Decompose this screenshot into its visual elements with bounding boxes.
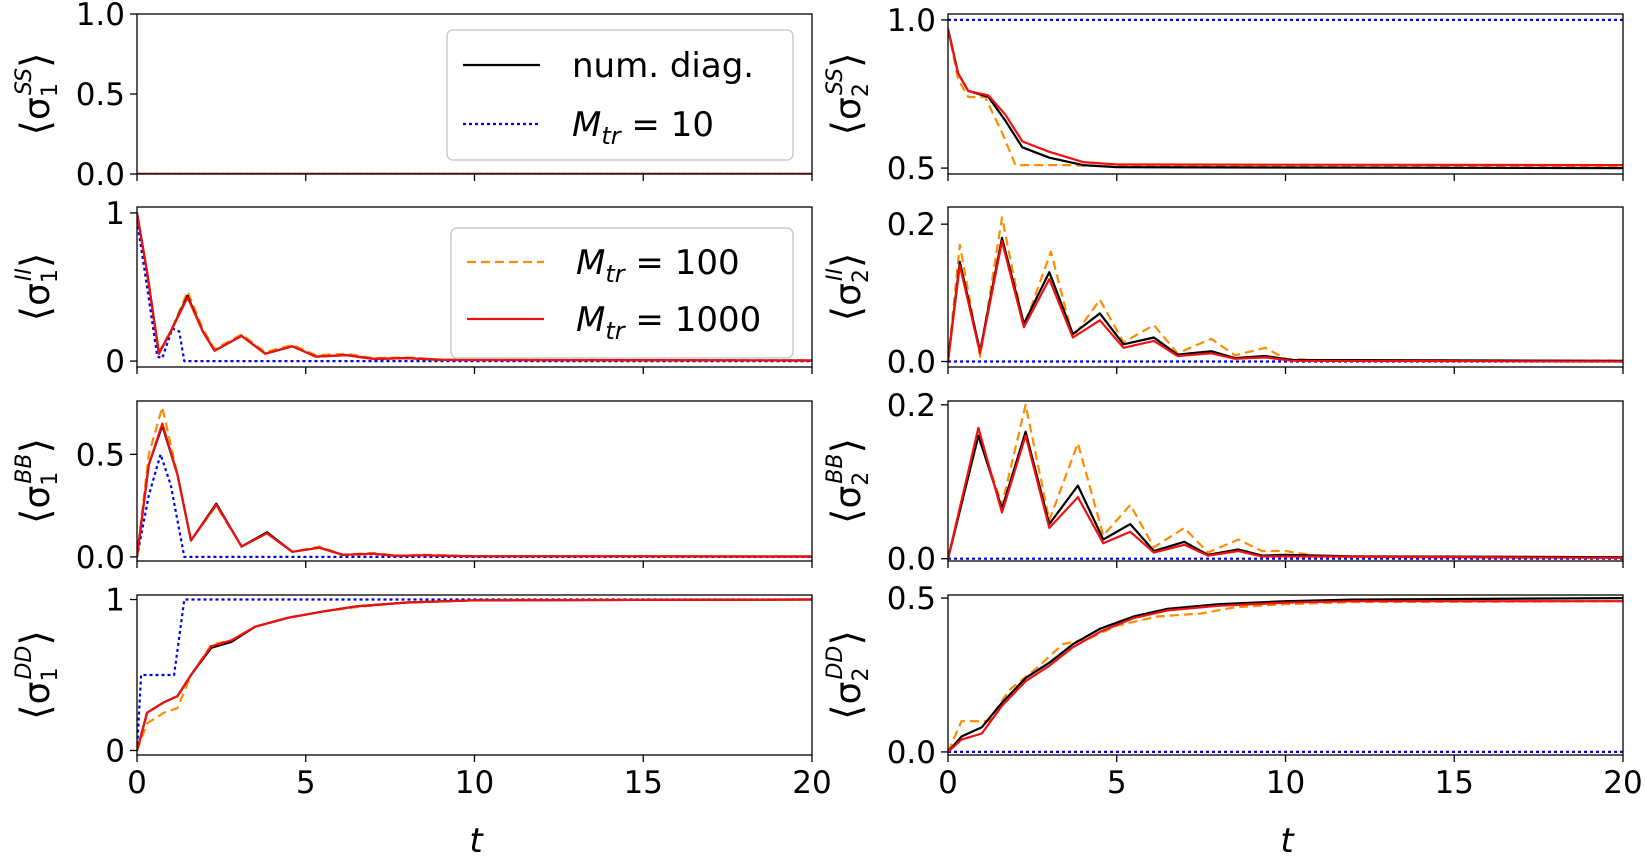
series-group (948, 597, 1623, 753)
x-tick-label: 0 (938, 765, 958, 801)
y-tick-label: 1.0 (76, 0, 125, 33)
y-tick-label: 0.0 (887, 542, 936, 578)
series-m-tr-1000 (948, 240, 1623, 363)
x-tick-label: 5 (1107, 765, 1127, 801)
legend-1: num. diag. Mtr = 10 (446, 29, 794, 161)
series-m-tr-10 (137, 220, 812, 363)
legend-label-num-diag: num. diag. (572, 46, 754, 86)
x-tick-label: 0 (127, 765, 147, 801)
x-tick-label: 15 (1435, 765, 1474, 801)
y-tick-label: 0 (105, 733, 125, 769)
x-axis-title-left: t (469, 821, 484, 858)
series-num-diag- (948, 236, 1623, 362)
series-m-tr-100 (137, 406, 812, 558)
legend-1-frame (446, 29, 794, 161)
panel-p22: 0.0 0.2 ⟨σ2II⟩ (823, 206, 1624, 381)
series-num-diag- (137, 424, 812, 558)
series-group (137, 212, 812, 363)
y-tick-label: 0 (105, 344, 125, 380)
axes-frame (947, 594, 1624, 756)
panel-p21: 0 1 ⟨σ1II⟩ (12, 196, 813, 380)
series-m-tr-100 (137, 598, 812, 751)
x-tick-label: 15 (624, 765, 663, 801)
series-group (137, 406, 812, 558)
axes-frame (136, 594, 813, 756)
y-tick-label: 0.0 (887, 345, 936, 381)
y-tick-label: 0.2 (887, 207, 936, 243)
x-tick-label: 5 (296, 765, 316, 801)
y-tick-label: 0.0 (76, 540, 125, 576)
y-axis-label: ⟨σ2DD⟩ (823, 630, 874, 720)
y-axis-label: ⟨σ1BB⟩ (12, 438, 63, 524)
panel-p32: 0.0 0.2 ⟨σ2BB⟩ (823, 388, 1624, 578)
axes-frame (136, 400, 813, 562)
y-axis-label: ⟨σ2II⟩ (823, 252, 874, 321)
y-axis-label: ⟨σ2SS⟩ (823, 52, 874, 135)
panel-p42: 0.0 0.5 0 5 10 15 20 ⟨σ2DD⟩ (823, 581, 1643, 801)
series-m-tr-1000 (137, 598, 812, 751)
series-num-diag- (948, 28, 1623, 170)
y-axis-label: ⟨σ2BB⟩ (823, 438, 874, 524)
series-group (948, 18, 1623, 170)
series-m-tr-100 (948, 600, 1623, 753)
x-tick-label: 10 (455, 765, 494, 801)
series-m-tr-100 (948, 216, 1623, 362)
axes-frame (947, 13, 1624, 175)
series-m-tr-100 (948, 403, 1623, 559)
legend-label-mtr1000: Mtr = 1000 (576, 300, 761, 345)
y-axis-label: ⟨σ1II⟩ (12, 252, 63, 321)
legend-label-mtr100: Mtr = 100 (576, 243, 740, 288)
panel-p11: 0.0 0.5 1.0 ⟨σ1SS⟩ (12, 0, 813, 193)
y-tick-label: 1 (105, 196, 125, 232)
y-tick-label: 0.0 (76, 157, 125, 193)
y-axis-label: ⟨σ1DD⟩ (12, 630, 63, 720)
series-m-tr-1000 (137, 212, 812, 362)
series-num-diag- (948, 430, 1623, 559)
axes-frame (947, 400, 1624, 562)
series-m-tr-1000 (948, 426, 1623, 559)
y-tick-label: 1 (105, 583, 125, 619)
x-tick-label: 10 (1266, 765, 1305, 801)
panels: 0.00.51.0⟨σ1SS⟩0.51.0⟨σ2SS⟩01⟨σ1II⟩0.00.… (12, 0, 1643, 801)
y-tick-label: 0.0 (887, 735, 936, 771)
x-axis-title-right: t (1280, 821, 1295, 858)
y-tick-label: 0.5 (887, 151, 936, 187)
axes-frame (947, 206, 1624, 368)
legend-label-mtr10: Mtr = 10 (572, 105, 714, 150)
series-num-diag- (948, 597, 1623, 753)
series-group (948, 403, 1623, 560)
series-m-tr-10 (137, 598, 812, 751)
series-group (137, 598, 812, 751)
y-tick-label: 0.5 (76, 437, 125, 473)
y-tick-label: 0.5 (76, 77, 125, 113)
x-tick-label: 20 (1603, 765, 1642, 801)
panel-p41: 010 5 10 15 20⟨σ1DD⟩ (12, 583, 832, 801)
series-num-diag- (137, 598, 812, 751)
y-tick-label: 0.2 (887, 388, 936, 424)
series-m-tr-100 (948, 28, 1623, 168)
y-tick-label: 1.0 (887, 3, 936, 39)
series-m-tr-1000 (948, 28, 1623, 167)
y-axis-label: ⟨σ1SS⟩ (12, 52, 63, 135)
y-tick-label: 0.5 (887, 581, 936, 617)
panel-p31: 0.0 0.5 ⟨σ1BB⟩ (12, 400, 813, 576)
legend-2: Mtr = 100 Mtr = 1000 (450, 227, 794, 359)
series-m-tr-10 (137, 453, 812, 558)
series-m-tr-1000 (948, 600, 1623, 753)
series-group (948, 216, 1623, 363)
panel-p12: 0.5 1.0 ⟨σ2SS⟩ (823, 3, 1624, 187)
x-tick-label: 20 (792, 765, 831, 801)
legend-2-frame (450, 227, 794, 359)
series-m-tr-1000 (137, 422, 812, 558)
